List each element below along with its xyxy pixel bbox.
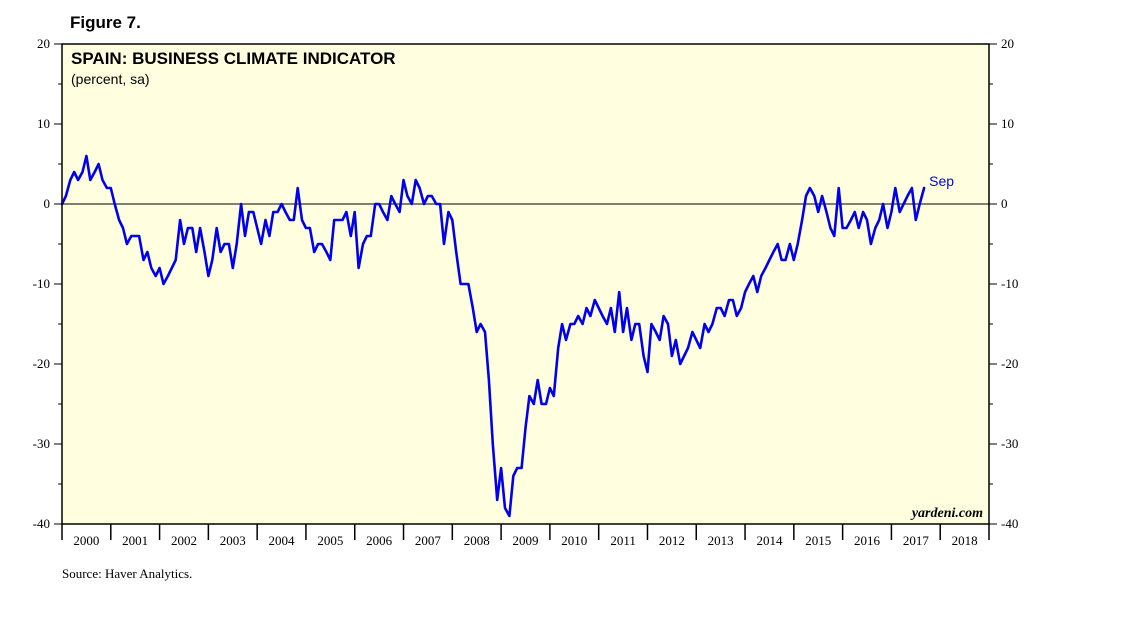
figure-label: Figure 7. (70, 13, 141, 32)
y-tick-label-right: -40 (1001, 516, 1018, 531)
x-tick-label: 2000 (73, 533, 99, 548)
y-tick-label-left: -20 (33, 356, 50, 371)
source-note: Source: Haver Analytics. (62, 566, 193, 581)
x-tick-label: 2005 (317, 533, 343, 548)
x-tick-label: 2016 (854, 533, 881, 548)
y-tick-label-right: -30 (1001, 436, 1018, 451)
y-tick-label-left: -10 (33, 276, 50, 291)
x-tick-label: 2007 (415, 533, 442, 548)
y-tick-label-left: -40 (33, 516, 50, 531)
x-tick-label: 2003 (220, 533, 246, 548)
x-tick-label: 2011 (610, 533, 636, 548)
y-tick-label-right: 0 (1001, 196, 1008, 211)
y-tick-label-right: -10 (1001, 276, 1018, 291)
y-tick-label-left: 10 (37, 116, 50, 131)
watermark: yardeni.com (910, 506, 983, 521)
x-tick-label: 2014 (756, 533, 783, 548)
chart-subtitle: (percent, sa) (71, 71, 150, 87)
y-tick-label-left: -30 (33, 436, 50, 451)
x-tick-label: 2010 (561, 533, 587, 548)
x-axis: 2000 2001 2002 2003 2004 2005 2006 2007 2008 2009… (61, 524, 990, 548)
x-tick-label: 2018 (952, 533, 978, 548)
x-tick-label: 2017 (903, 533, 930, 548)
y-axis-right: -40 -30 -20 -10 0 10 20 (989, 36, 1018, 531)
chart-title: SPAIN: BUSINESS CLIMATE INDICATOR (71, 49, 396, 68)
plot-border (61, 43, 990, 525)
series-line (60, 154, 926, 518)
x-tick-label: 2004 (269, 533, 296, 548)
x-tick-label: 2013 (708, 533, 734, 548)
y-axis-left: -40 -30 -20 -10 0 10 20 (33, 36, 62, 531)
plot-area (62, 44, 989, 524)
x-tick-label: 2015 (805, 533, 831, 548)
x-tick-label: 2009 (513, 533, 539, 548)
y-tick-label-right: 10 (1001, 116, 1014, 131)
y-tick-label-right: -20 (1001, 356, 1018, 371)
x-tick-label: 2006 (366, 533, 393, 548)
x-tick-label: 2012 (659, 533, 685, 548)
end-label: Sep (929, 173, 954, 189)
x-tick-label: 2001 (122, 533, 148, 548)
y-tick-label-left: 0 (44, 196, 51, 211)
x-tick-label: 2002 (171, 533, 197, 548)
x-tick-label: 2008 (464, 533, 490, 548)
y-tick-label-right: 20 (1001, 36, 1014, 51)
y-tick-label-left: 20 (37, 36, 50, 51)
